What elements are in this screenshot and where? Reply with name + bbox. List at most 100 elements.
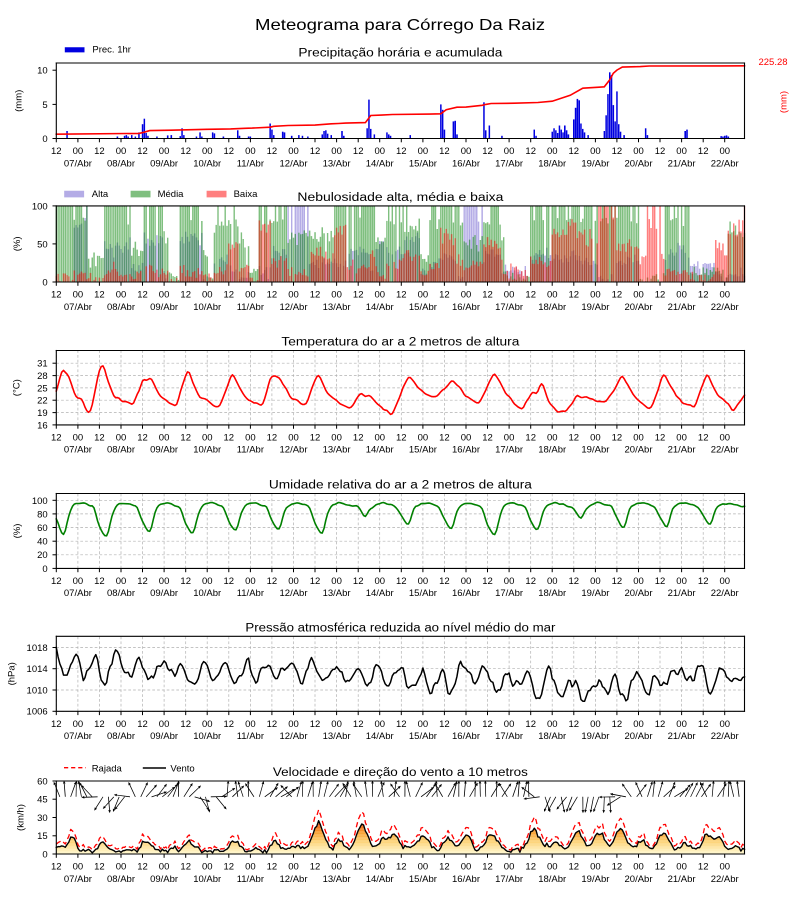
svg-text:12: 12 bbox=[525, 719, 536, 730]
svg-text:21/Abr: 21/Abr bbox=[668, 445, 696, 456]
svg-text:(°C): (°C) bbox=[12, 379, 23, 396]
svg-text:12: 12 bbox=[482, 576, 493, 587]
svg-text:00: 00 bbox=[159, 862, 170, 873]
svg-text:00: 00 bbox=[73, 862, 84, 873]
svg-text:1010: 1010 bbox=[27, 686, 48, 697]
svg-text:00: 00 bbox=[202, 146, 213, 157]
svg-text:0: 0 bbox=[42, 134, 47, 145]
svg-text:00: 00 bbox=[73, 576, 84, 587]
svg-text:10/Abr: 10/Abr bbox=[193, 731, 221, 742]
svg-text:00: 00 bbox=[245, 576, 256, 587]
svg-text:Baixa: Baixa bbox=[234, 189, 258, 200]
svg-text:00: 00 bbox=[202, 719, 213, 730]
svg-text:10: 10 bbox=[37, 66, 48, 77]
svg-text:21/Abr: 21/Abr bbox=[668, 302, 696, 313]
svg-text:16/Abr: 16/Abr bbox=[452, 588, 480, 599]
svg-text:00: 00 bbox=[331, 862, 342, 873]
svg-text:12: 12 bbox=[655, 719, 666, 730]
svg-text:12: 12 bbox=[439, 862, 450, 873]
svg-text:00: 00 bbox=[547, 719, 558, 730]
svg-text:19/Abr: 19/Abr bbox=[581, 302, 609, 313]
svg-text:07/Abr: 07/Abr bbox=[64, 874, 92, 885]
svg-text:00: 00 bbox=[720, 719, 731, 730]
svg-text:12: 12 bbox=[137, 719, 148, 730]
svg-text:00: 00 bbox=[504, 719, 515, 730]
svg-text:(mm): (mm) bbox=[779, 91, 790, 113]
svg-text:17/Abr: 17/Abr bbox=[495, 588, 523, 599]
svg-text:00: 00 bbox=[676, 862, 687, 873]
svg-text:(%): (%) bbox=[12, 524, 23, 539]
svg-text:(%): (%) bbox=[12, 237, 23, 252]
svg-text:00: 00 bbox=[633, 862, 644, 873]
svg-text:12: 12 bbox=[94, 146, 105, 157]
svg-text:07/Abr: 07/Abr bbox=[64, 588, 92, 599]
svg-text:13/Abr: 13/Abr bbox=[323, 445, 351, 456]
svg-text:00: 00 bbox=[547, 290, 558, 301]
svg-text:12: 12 bbox=[180, 432, 191, 443]
svg-text:00: 00 bbox=[461, 290, 472, 301]
svg-text:00: 00 bbox=[590, 146, 601, 157]
svg-text:Vento: Vento bbox=[170, 763, 194, 774]
svg-text:12: 12 bbox=[482, 290, 493, 301]
svg-text:12: 12 bbox=[396, 719, 407, 730]
svg-text:12: 12 bbox=[51, 290, 62, 301]
svg-text:14/Abr: 14/Abr bbox=[366, 874, 394, 885]
svg-text:20/Abr: 20/Abr bbox=[625, 874, 653, 885]
svg-text:11/Abr: 11/Abr bbox=[237, 874, 264, 885]
svg-text:Umidade relativa do ar a 2 met: Umidade relativa do ar a 2 metros de alt… bbox=[269, 480, 533, 492]
svg-text:00: 00 bbox=[461, 432, 472, 443]
svg-text:15/Abr: 15/Abr bbox=[409, 874, 437, 885]
svg-text:00: 00 bbox=[245, 719, 256, 730]
svg-text:00: 00 bbox=[590, 290, 601, 301]
svg-text:00: 00 bbox=[202, 290, 213, 301]
svg-text:00: 00 bbox=[116, 290, 127, 301]
svg-text:00: 00 bbox=[418, 576, 429, 587]
svg-text:10/Abr: 10/Abr bbox=[193, 874, 221, 885]
svg-text:18/Abr: 18/Abr bbox=[538, 158, 566, 169]
svg-text:21/Abr: 21/Abr bbox=[668, 874, 696, 885]
svg-text:10/Abr: 10/Abr bbox=[193, 302, 221, 313]
svg-text:Nebulosidade alta, média e bai: Nebulosidade alta, média e baixa bbox=[297, 192, 504, 204]
svg-text:Temperatura do ar a 2 metros d: Temperatura do ar a 2 metros de altura bbox=[281, 337, 520, 349]
svg-text:00: 00 bbox=[504, 290, 515, 301]
svg-text:09/Abr: 09/Abr bbox=[150, 445, 178, 456]
svg-text:12: 12 bbox=[224, 719, 235, 730]
svg-text:00: 00 bbox=[159, 719, 170, 730]
svg-text:12: 12 bbox=[353, 719, 364, 730]
svg-text:00: 00 bbox=[202, 576, 213, 587]
svg-text:18/Abr: 18/Abr bbox=[538, 588, 566, 599]
svg-text:12/Abr: 12/Abr bbox=[280, 874, 308, 885]
svg-text:21/Abr: 21/Abr bbox=[668, 588, 696, 599]
svg-text:Prec. 1hr: Prec. 1hr bbox=[92, 44, 131, 55]
svg-text:09/Abr: 09/Abr bbox=[150, 302, 178, 313]
svg-text:00: 00 bbox=[504, 862, 515, 873]
svg-text:00: 00 bbox=[418, 432, 429, 443]
svg-text:12: 12 bbox=[698, 146, 709, 157]
svg-text:00: 00 bbox=[720, 290, 731, 301]
svg-text:12: 12 bbox=[51, 576, 62, 587]
svg-text:08/Abr: 08/Abr bbox=[107, 731, 135, 742]
svg-text:12: 12 bbox=[569, 146, 580, 157]
svg-text:00: 00 bbox=[547, 146, 558, 157]
svg-text:00: 00 bbox=[461, 862, 472, 873]
svg-text:14/Abr: 14/Abr bbox=[366, 445, 394, 456]
svg-text:00: 00 bbox=[116, 719, 127, 730]
svg-text:15/Abr: 15/Abr bbox=[409, 158, 437, 169]
svg-text:12: 12 bbox=[353, 290, 364, 301]
svg-text:12: 12 bbox=[137, 576, 148, 587]
svg-text:12: 12 bbox=[137, 290, 148, 301]
svg-text:12/Abr: 12/Abr bbox=[280, 158, 308, 169]
svg-text:14/Abr: 14/Abr bbox=[366, 158, 394, 169]
svg-text:80: 80 bbox=[37, 509, 48, 520]
svg-text:00: 00 bbox=[676, 719, 687, 730]
svg-text:Pressão atmosférica reduzida a: Pressão atmosférica reduzida ao nível mé… bbox=[245, 622, 555, 634]
svg-text:12: 12 bbox=[525, 290, 536, 301]
svg-text:16/Abr: 16/Abr bbox=[452, 158, 480, 169]
svg-text:60: 60 bbox=[37, 523, 48, 534]
svg-text:12: 12 bbox=[137, 432, 148, 443]
svg-text:12: 12 bbox=[51, 432, 62, 443]
svg-text:17/Abr: 17/Abr bbox=[495, 731, 523, 742]
svg-text:100: 100 bbox=[32, 201, 48, 212]
svg-text:17/Abr: 17/Abr bbox=[495, 445, 523, 456]
svg-text:08/Abr: 08/Abr bbox=[107, 874, 135, 885]
